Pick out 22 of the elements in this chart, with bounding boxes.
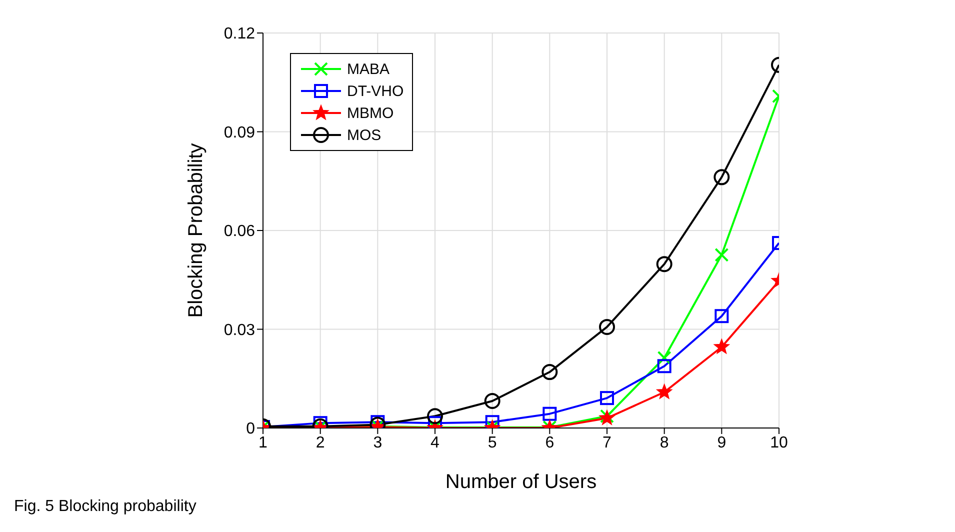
caption: Fig. 5 Blocking probability xyxy=(14,498,198,516)
legend-label: DT-VHO xyxy=(347,82,404,100)
y-tick-label: 0.12 xyxy=(224,26,256,43)
y-tick-label: 0.09 xyxy=(224,124,256,142)
x-tick-label: 7 xyxy=(602,434,612,452)
x-tick-label: 2 xyxy=(316,434,325,452)
x-tick-label: 6 xyxy=(545,434,554,452)
x-tick-label: 4 xyxy=(430,434,440,452)
y-tick-label: 0.06 xyxy=(224,223,256,240)
legend-label: MBMO xyxy=(347,104,394,122)
y-tick-label: 0.03 xyxy=(224,322,256,339)
x-tick-label: 1 xyxy=(258,434,268,452)
legend-label: MOS xyxy=(347,126,382,144)
x-tick-label: 3 xyxy=(373,434,382,452)
x-tick-label: 9 xyxy=(717,434,726,452)
y-tick-label: 0 xyxy=(246,420,256,438)
x-tick-label: 5 xyxy=(488,434,497,452)
legend-label: MABA xyxy=(347,60,390,78)
x-axis-title: Number of Users xyxy=(445,471,597,493)
y-axis-title: Blocking Probability xyxy=(185,143,208,318)
x-tick-label: 8 xyxy=(660,434,669,452)
x-tick-label: 10 xyxy=(770,434,788,452)
